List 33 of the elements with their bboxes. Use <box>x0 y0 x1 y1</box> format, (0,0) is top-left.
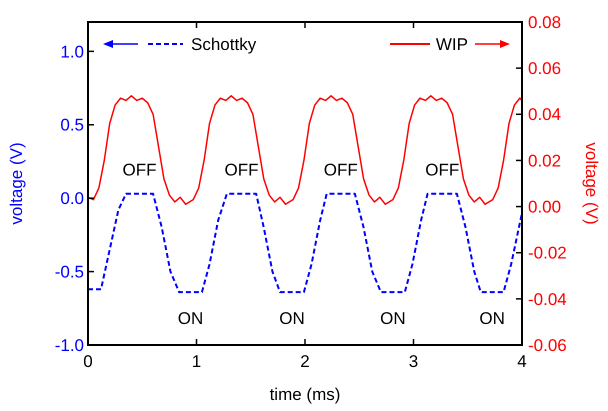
x-axis-title: time (ms) <box>270 385 340 404</box>
y-axis-title: voltage (V) <box>7 142 26 225</box>
y-tick-label: 1.0 <box>60 42 84 62</box>
y-tick-label: 0.0 <box>60 189 84 208</box>
line-series <box>88 95 522 206</box>
legend-label: Schottky <box>191 34 257 54</box>
x-tick-label: 3 <box>408 352 418 371</box>
y2-axis-title: voltage (V) <box>582 142 601 225</box>
y2-tick-label: 0.08 <box>528 12 562 32</box>
y-tick-label: -0.5 <box>54 262 84 282</box>
y2-tick-label: 0.04 <box>528 105 562 124</box>
y2-tick-label: -0.06 <box>528 336 567 355</box>
y-tick-label: 0.5 <box>60 116 84 135</box>
y2-tick-label: -0.02 <box>528 244 567 263</box>
annotation: OFF <box>324 160 358 180</box>
y2-tick-label: 0.06 <box>528 59 562 78</box>
x-tick-label: 4 <box>517 352 527 371</box>
y2-tick-label: 0.02 <box>528 151 562 170</box>
y2-tick-label: -0.04 <box>528 290 567 309</box>
annotation: OFF <box>224 160 259 180</box>
line-series <box>88 192 522 294</box>
annotation: OFF <box>425 160 460 180</box>
annotation: OFF <box>122 160 157 180</box>
legend-label: WIP <box>436 34 468 54</box>
x-tick-label: 2 <box>300 352 310 371</box>
annotation: ON <box>178 309 204 328</box>
x-tick-label: 1 <box>192 352 202 371</box>
y2-tick-label: 0.00 <box>528 198 562 217</box>
y-tick-label: -1.0 <box>54 336 84 355</box>
x-tick-label: 0 <box>83 352 93 371</box>
annotation: ON <box>380 309 406 328</box>
annotation: ON <box>279 309 305 328</box>
annotation: ON <box>479 309 505 328</box>
